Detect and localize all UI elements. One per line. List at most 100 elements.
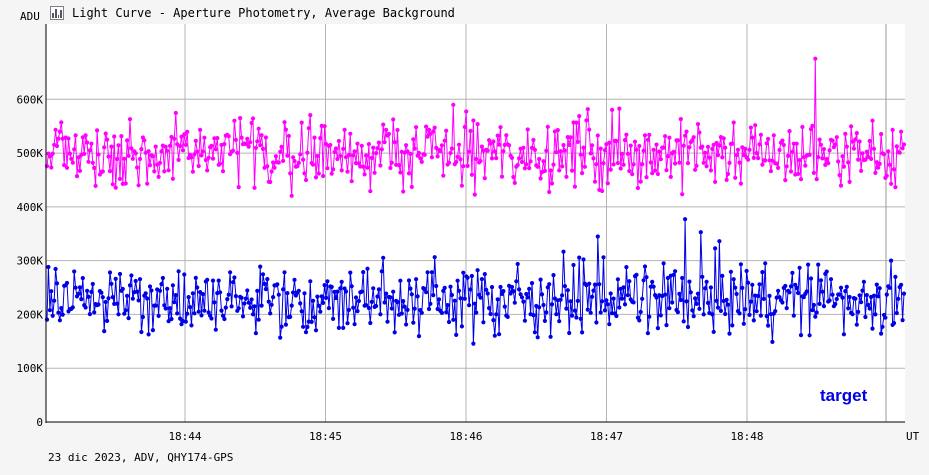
data-point-background [521,145,526,150]
data-point-target [876,294,881,299]
y-tick-label: 300K [17,255,44,268]
data-point-target [754,309,759,314]
data-point-target [747,312,752,317]
data-point-background [803,163,808,168]
data-point-background [851,146,857,151]
data-point-target [126,316,131,321]
data-point-target [99,290,104,295]
data-point-target [701,312,706,317]
data-point-target [219,308,224,313]
data-point-background [856,157,861,162]
data-point-background [570,168,575,173]
data-point-background [273,154,278,159]
data-point-background [278,149,283,154]
data-point-target [615,277,621,282]
data-point-target [770,339,775,344]
data-point-background [836,159,841,164]
x-tick-label: 18:48 [730,430,763,443]
data-point-target [880,324,885,329]
light-curve-icon[interactable] [50,6,64,20]
data-point-target [199,313,204,318]
data-point-target [90,281,95,287]
data-point-target [604,298,609,303]
data-point-background [627,168,632,174]
data-point-background [196,163,201,169]
data-point-target [738,262,744,267]
data-point-target [527,286,532,291]
data-point-target [226,292,231,297]
data-point-background [900,146,905,151]
data-point-target [402,304,407,309]
data-point-target [263,287,268,292]
data-point-target [757,282,762,287]
data-point-target [109,281,114,286]
data-point-background [374,151,379,156]
data-point-background [464,109,469,114]
data-point-background [684,129,689,134]
data-point-background [598,146,603,151]
data-point-target [309,319,314,324]
data-point-target [343,289,349,294]
data-point-background [697,130,702,135]
data-point-background [618,166,623,171]
data-point-background [833,142,838,147]
data-point-background [590,143,595,148]
data-point-background [263,135,268,140]
data-point-target [246,300,251,305]
data-point-target [901,291,907,296]
data-point-background [86,159,91,164]
data-point-target [335,289,340,294]
data-point-background [239,135,244,140]
data-point-background [737,160,742,165]
data-point-background [751,155,756,160]
data-point-background [249,120,254,126]
data-point-target [389,306,394,311]
data-point-background [438,149,443,154]
data-point-target [713,246,718,251]
data-point-background [281,158,286,163]
data-point-target [391,289,396,294]
data-point-background [442,138,447,143]
data-point-background [331,167,336,172]
data-point-background [47,154,53,159]
data-point-target [461,270,466,275]
data-point-target [296,288,301,293]
data-point-target [827,298,832,303]
data-point-background [668,174,673,179]
data-point-background [106,154,111,159]
data-point-background [458,157,463,162]
data-point-background [361,164,366,169]
data-point-background [715,153,721,158]
data-point-background [389,160,394,165]
data-point-target [452,298,457,303]
data-point-background [535,164,540,169]
data-point-target [250,312,256,317]
data-point-background [808,127,814,132]
data-point-background [422,152,427,157]
data-point-background [580,171,585,176]
data-point-target [801,295,806,300]
data-point-target [761,296,766,301]
data-point-background [424,124,429,129]
data-point-background [487,138,492,143]
data-point-target [162,303,167,308]
data-point-target [339,279,344,284]
y-axis-unit: ADU [20,10,40,23]
data-point-background [435,154,440,159]
data-point-target [398,278,403,283]
data-point-target [607,322,612,327]
data-point-target [727,331,732,336]
data-point-background [857,139,862,144]
data-point-target [146,332,151,337]
data-point-target [494,312,499,317]
data-point-target [813,314,818,319]
data-point-target [647,314,652,319]
data-point-target [159,282,164,287]
data-point-target [153,303,158,308]
data-point-target [804,289,809,294]
data-point-target [733,285,738,290]
data-point-background [461,164,466,169]
data-point-background [54,143,60,149]
data-point-background [611,162,616,167]
data-point-background [731,120,736,125]
